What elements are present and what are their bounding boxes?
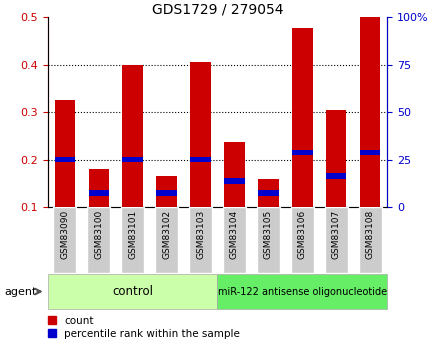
Bar bbox=[326, 173, 345, 179]
Bar bbox=[359, 150, 379, 155]
Text: GSM83104: GSM83104 bbox=[230, 210, 238, 259]
Bar bbox=[87, 207, 110, 273]
Bar bbox=[290, 207, 313, 273]
Bar bbox=[122, 65, 142, 207]
Text: GSM83100: GSM83100 bbox=[94, 210, 103, 259]
Bar bbox=[190, 157, 210, 162]
Bar bbox=[53, 207, 76, 273]
Bar bbox=[48, 275, 217, 308]
Bar bbox=[55, 100, 75, 207]
Bar bbox=[156, 190, 176, 196]
Bar bbox=[224, 178, 244, 184]
Text: miR-122 antisense oligonucleotide: miR-122 antisense oligonucleotide bbox=[217, 287, 386, 296]
Bar bbox=[292, 150, 312, 155]
Bar bbox=[89, 169, 108, 207]
Text: GSM83102: GSM83102 bbox=[162, 210, 171, 259]
Text: GSM83106: GSM83106 bbox=[297, 210, 306, 259]
Bar bbox=[188, 207, 212, 273]
Bar bbox=[190, 62, 210, 207]
Text: GSM83105: GSM83105 bbox=[263, 210, 272, 259]
Text: GSM83090: GSM83090 bbox=[60, 210, 69, 259]
Bar bbox=[324, 207, 347, 273]
Bar bbox=[256, 207, 279, 273]
Bar bbox=[326, 110, 345, 207]
Bar bbox=[258, 190, 278, 196]
Bar bbox=[121, 207, 144, 273]
Text: GSM83101: GSM83101 bbox=[128, 210, 137, 259]
Bar bbox=[292, 28, 312, 207]
Bar bbox=[222, 207, 246, 273]
Bar bbox=[89, 190, 108, 196]
Legend: count, percentile rank within the sample: count, percentile rank within the sample bbox=[47, 316, 240, 339]
Text: GSM83103: GSM83103 bbox=[196, 210, 204, 259]
Text: GSM83107: GSM83107 bbox=[331, 210, 340, 259]
Bar bbox=[224, 141, 244, 207]
Text: control: control bbox=[112, 285, 153, 298]
Bar bbox=[258, 179, 278, 207]
Text: agent: agent bbox=[4, 287, 36, 296]
Bar bbox=[122, 157, 142, 162]
Bar bbox=[156, 176, 176, 207]
Bar bbox=[155, 207, 178, 273]
Bar bbox=[55, 157, 75, 162]
Text: GSM83108: GSM83108 bbox=[365, 210, 374, 259]
Bar bbox=[217, 275, 386, 308]
Bar bbox=[358, 207, 381, 273]
Bar bbox=[359, 17, 379, 207]
Title: GDS1729 / 279054: GDS1729 / 279054 bbox=[151, 2, 283, 16]
